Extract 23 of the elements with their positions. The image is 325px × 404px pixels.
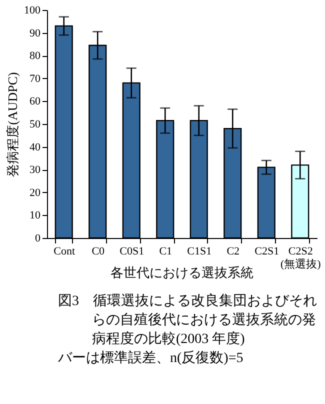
x-tick-label: C1S1: [187, 246, 212, 258]
y-tick-label: 0: [35, 232, 41, 244]
x-tick-label: C0S1: [120, 246, 144, 258]
y-tick-label: 30: [30, 164, 41, 176]
y-tick-label: 50: [30, 118, 41, 130]
y-tick-label: 10: [30, 210, 41, 222]
y-tick-label: 20: [30, 186, 41, 199]
x-tick-label: C2S1: [254, 246, 280, 258]
x-tick-label: C2S2 (無選抜): [280, 246, 322, 270]
y-axis-title: 発病程度(AUDPC): [5, 72, 20, 177]
x-tick-label: Cont: [54, 246, 76, 258]
text: バーは標準誤差、n(反復数)=5: [58, 350, 244, 368]
x-tick-label: C0: [92, 246, 106, 258]
y-tick-label: 40: [30, 141, 41, 154]
x-axis-title: 各世代における選抜系統: [110, 265, 254, 280]
x-tick-label: C2: [226, 246, 240, 258]
x-tick-label: C1: [159, 246, 172, 258]
y-tick-label: 90: [30, 27, 41, 40]
y-tick-label: 60: [30, 96, 41, 108]
y-tick-label: 70: [30, 72, 41, 85]
y-tick-label: 80: [30, 50, 41, 62]
y-tick-label: 100: [24, 4, 41, 16]
caption: 図3 循環選抜による改良集団およびそれらの自殖後代における選抜系統の発病程度の比較(2003 年度): [58, 292, 318, 349]
